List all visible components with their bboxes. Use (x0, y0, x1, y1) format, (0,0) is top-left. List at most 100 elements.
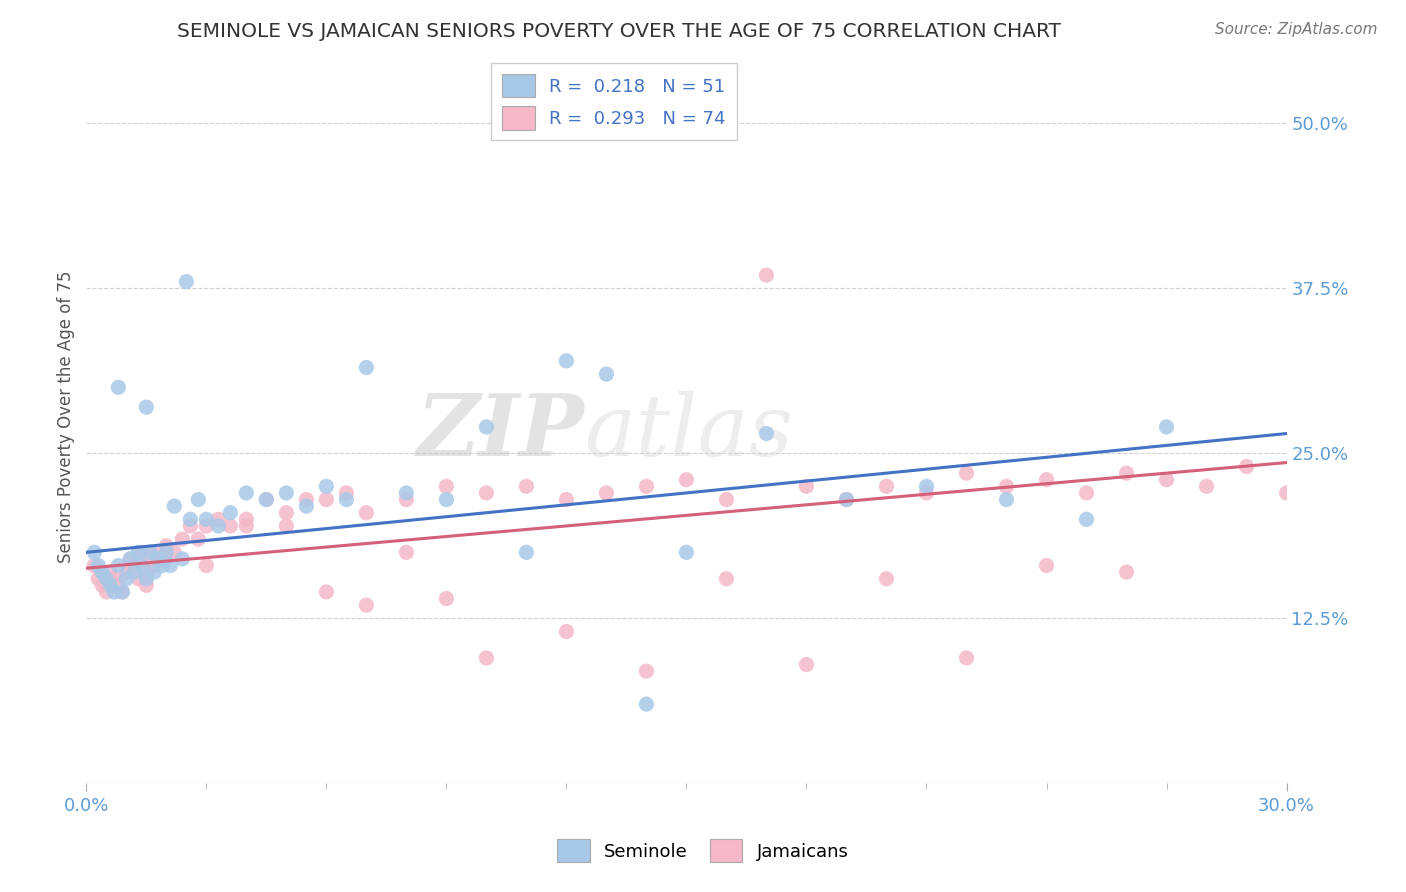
Point (876, 572, 898, 586)
Point (595, 486, 617, 500)
Point (636, 697, 658, 711)
Point (356, 598, 378, 612)
Point (135, 578, 157, 592)
Point (356, 360, 378, 375)
Point (475, 486, 498, 500)
Point (155, 539, 177, 553)
Point (124, 565, 146, 579)
Point (254, 492, 277, 507)
Point (1115, 466, 1137, 480)
Point (876, 479, 898, 493)
Point (115, 572, 138, 586)
Point (675, 473, 697, 487)
Point (434, 479, 457, 493)
Legend: Seminole, Jamaicans: Seminole, Jamaicans (550, 832, 856, 870)
Point (120, 552, 142, 566)
Point (1035, 558, 1057, 573)
Point (179, 519, 201, 533)
Point (131, 558, 153, 573)
Point (143, 565, 166, 579)
Point (135, 572, 157, 586)
Point (295, 499, 318, 513)
Point (796, 479, 818, 493)
Point (195, 558, 218, 573)
Point (1236, 459, 1258, 474)
Point (135, 565, 157, 579)
Y-axis label: Seniors Poverty Over the Age of 75: Seniors Poverty Over the Age of 75 (58, 271, 75, 563)
Point (475, 651, 498, 665)
Point (235, 486, 257, 500)
Point (111, 585, 134, 599)
Point (96, 585, 118, 599)
Point (254, 492, 277, 507)
Point (155, 545, 177, 559)
Point (1275, 486, 1298, 500)
Point (176, 275, 198, 289)
Point (555, 354, 578, 368)
Point (796, 657, 818, 672)
Point (219, 506, 242, 520)
Point (1076, 486, 1098, 500)
Point (107, 558, 129, 573)
Point (111, 585, 134, 599)
Point (187, 492, 209, 507)
Point (139, 545, 162, 559)
Point (91, 565, 114, 579)
Point (115, 565, 138, 579)
Point (179, 512, 201, 526)
Point (195, 512, 218, 526)
Point (127, 572, 149, 586)
Legend: R =  0.218   N = 51, R =  0.293   N = 74: R = 0.218 N = 51, R = 0.293 N = 74 (492, 63, 737, 140)
Point (276, 506, 298, 520)
Point (150, 552, 173, 566)
Point (91, 578, 114, 592)
Text: ZIP: ZIP (416, 390, 585, 474)
Point (434, 492, 457, 507)
Point (1035, 473, 1057, 487)
Point (1156, 420, 1178, 434)
Point (135, 400, 157, 414)
Point (755, 268, 778, 282)
Point (172, 532, 194, 546)
Point (955, 651, 977, 665)
Point (315, 492, 337, 507)
Point (219, 519, 242, 533)
Point (1115, 565, 1137, 579)
Point (98, 578, 121, 592)
Point (96, 572, 118, 586)
Point (187, 532, 209, 546)
Point (103, 585, 125, 599)
Point (995, 492, 1018, 507)
Point (87, 558, 110, 573)
Point (107, 578, 129, 592)
Point (143, 558, 166, 573)
Point (335, 492, 357, 507)
Point (595, 367, 617, 381)
Point (955, 466, 977, 480)
Point (83, 558, 105, 573)
Point (207, 519, 229, 533)
Point (395, 486, 418, 500)
Point (150, 558, 173, 573)
Point (555, 624, 578, 639)
Point (163, 499, 186, 513)
Point (434, 591, 457, 606)
Text: SEMINOLE VS JAMAICAN SENIORS POVERTY OVER THE AGE OF 75 CORRELATION CHART: SEMINOLE VS JAMAICAN SENIORS POVERTY OVE… (177, 22, 1060, 41)
Point (207, 512, 229, 526)
Point (235, 519, 257, 533)
Point (395, 492, 418, 507)
Point (315, 585, 337, 599)
Point (195, 519, 218, 533)
Point (1156, 473, 1178, 487)
Point (87, 572, 110, 586)
Point (276, 486, 298, 500)
Point (172, 552, 194, 566)
Point (159, 558, 181, 573)
Point (555, 492, 578, 507)
Point (636, 664, 658, 678)
Text: atlas: atlas (585, 391, 793, 473)
Point (107, 380, 129, 394)
Point (295, 492, 318, 507)
Point (636, 479, 658, 493)
Point (235, 512, 257, 526)
